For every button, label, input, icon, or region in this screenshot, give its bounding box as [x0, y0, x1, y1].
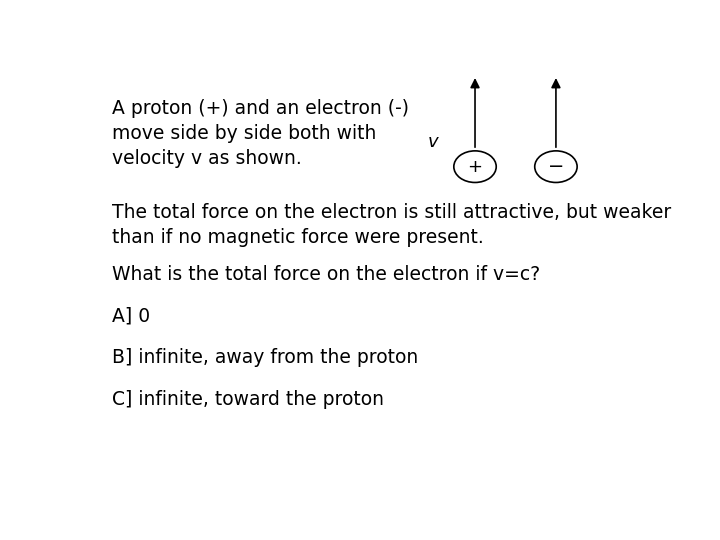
Text: velocity v as shown.: velocity v as shown.: [112, 149, 302, 168]
Text: −: −: [548, 157, 564, 176]
Text: The total force on the electron is still attractive, but weaker: The total force on the electron is still…: [112, 203, 672, 222]
Text: v: v: [428, 133, 438, 151]
Text: +: +: [467, 158, 482, 176]
Text: A proton (+) and an electron (-): A proton (+) and an electron (-): [112, 99, 409, 118]
Text: A] 0: A] 0: [112, 307, 150, 326]
Text: move side by side both with: move side by side both with: [112, 124, 377, 143]
Text: C] infinite, toward the proton: C] infinite, toward the proton: [112, 390, 384, 409]
Text: B] infinite, away from the proton: B] infinite, away from the proton: [112, 348, 418, 367]
Text: than if no magnetic force were present.: than if no magnetic force were present.: [112, 228, 484, 247]
Text: What is the total force on the electron if v=c?: What is the total force on the electron …: [112, 265, 541, 284]
